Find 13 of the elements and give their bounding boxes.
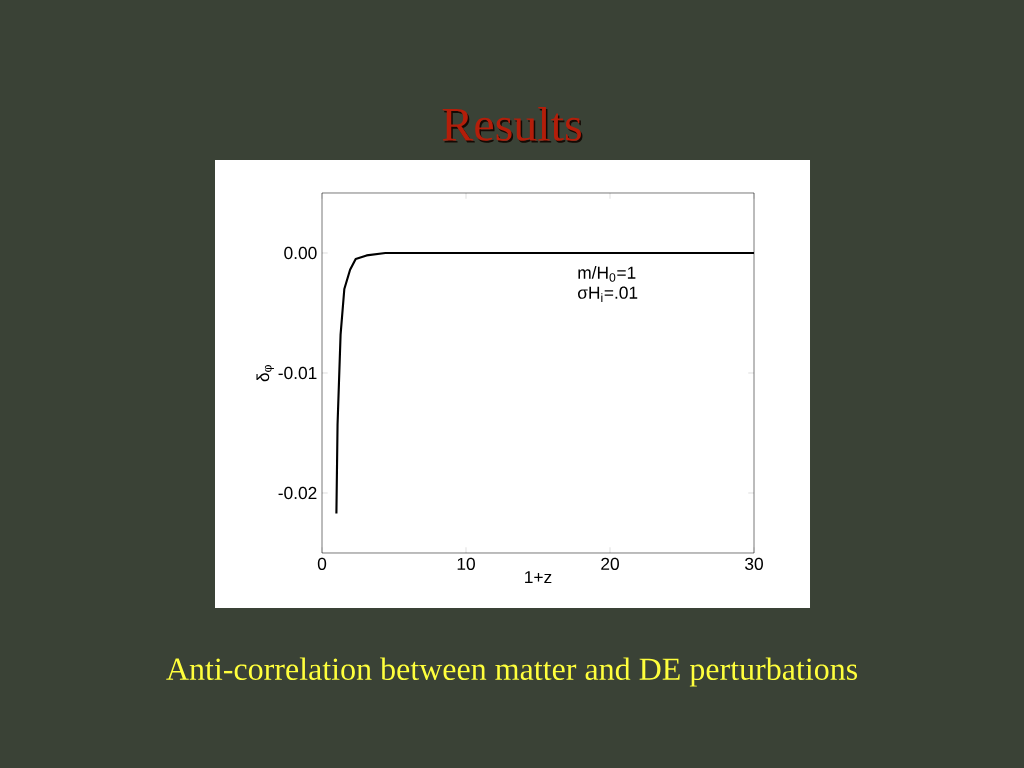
x-tick-label: 30 (745, 557, 763, 570)
x-tick-label: 10 (457, 557, 475, 570)
annotation: σH$_{i}$=.01 (578, 286, 638, 302)
y-tick-label: -0.02 (278, 486, 317, 500)
x-tick-label: 20 (601, 557, 619, 570)
text: Anti-correlation between matter and DE perturbations (166, 657, 858, 687)
annotation: m/H$_{0}$=1 (578, 266, 636, 282)
x-axis-title: 1+z (525, 571, 552, 584)
x-tick-label: 0 (317, 557, 327, 570)
y-tick-label: -0.01 (278, 366, 317, 380)
chart-title: Results (442, 107, 581, 141)
y-tick-label: 0.00 (284, 246, 317, 260)
y-axis-title: δ$_{φ}$ (256, 365, 274, 382)
